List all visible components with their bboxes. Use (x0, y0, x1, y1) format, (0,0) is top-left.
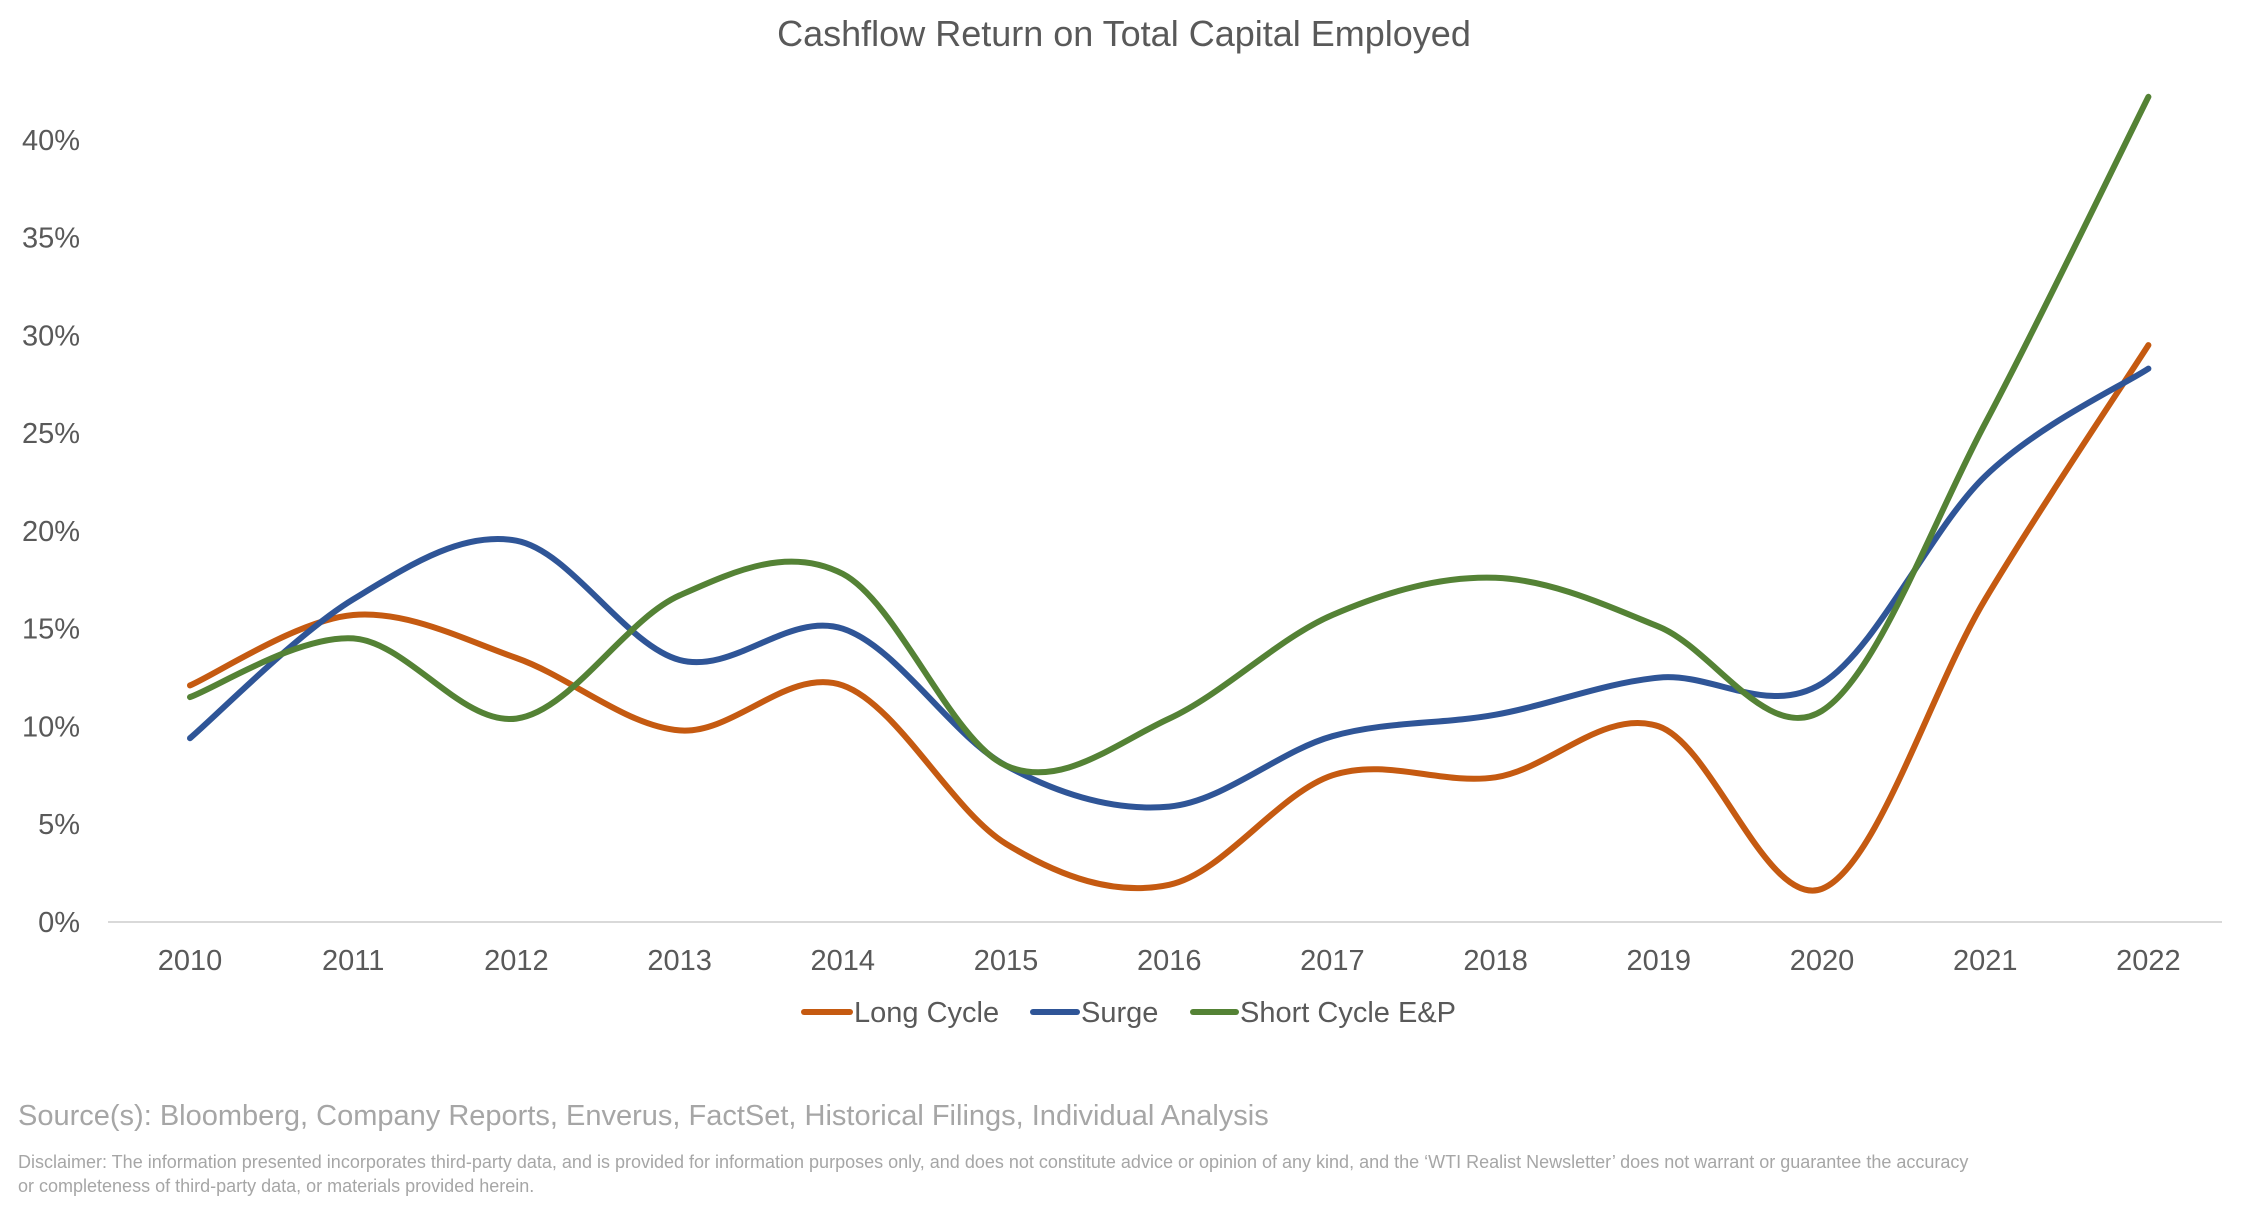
y-tick-label: 0% (38, 907, 80, 939)
legend: Long Cycle Surge Short Cycle E&P (801, 997, 1456, 1029)
legend-item-surge: Surge (1030, 997, 1158, 1029)
y-tick-label: 20% (22, 516, 80, 548)
x-tick-label: 2011 (322, 945, 384, 977)
legend-label: Surge (1081, 997, 1158, 1029)
legend-item-long-cycle: Long Cycle (801, 997, 999, 1029)
series-lines (187, 93, 2152, 894)
legend-label: Short Cycle E&P (1240, 997, 1456, 1029)
series-line-long-cycle (187, 342, 2152, 894)
x-tick-label: 2022 (2116, 945, 2181, 977)
y-tick-label: 25% (22, 418, 80, 450)
x-tick-label: 2017 (1300, 945, 1365, 977)
x-tick-label: 2010 (158, 945, 223, 977)
legend-label: Long Cycle (854, 997, 999, 1029)
series-line-short-cycle-e-p (187, 93, 2152, 776)
x-tick-label: 2015 (974, 945, 1039, 977)
x-tick-label: 2018 (1463, 945, 1528, 977)
y-tick-label: 15% (22, 614, 80, 646)
x-tick-label: 2014 (811, 945, 876, 977)
y-tick-label: 10% (22, 711, 80, 743)
x-tick-label: 2019 (1627, 945, 1692, 977)
series-line-surge (187, 365, 2152, 811)
x-tick-label: 2020 (1790, 945, 1855, 977)
x-tick-label: 2012 (484, 945, 549, 977)
x-tick-label: 2016 (1137, 945, 1202, 977)
y-axis: 0% 5% 10% 15% 20% 25% 30% 35% 40% (22, 125, 80, 939)
y-tick-label: 40% (22, 125, 80, 157)
x-axis: 2010 2011 2012 2013 2014 2015 2016 2017 2018 2019… (108, 921, 2222, 977)
chart-title: Cashflow Return on Total Capital Employe… (777, 13, 1471, 54)
legend-item-short-cycle-e-p: Short Cycle E&P (1190, 997, 1456, 1029)
x-tick-label: 2021 (1953, 945, 2018, 977)
x-tick-label: 2013 (647, 945, 712, 977)
disclaimer: Disclaimer: The information presented in… (18, 1152, 1969, 1196)
source-note: Source(s): Bloomberg, Company Reports, E… (18, 1100, 1269, 1132)
y-tick-label: 35% (22, 223, 80, 255)
y-tick-label: 30% (22, 320, 80, 352)
y-tick-label: 5% (38, 809, 80, 841)
